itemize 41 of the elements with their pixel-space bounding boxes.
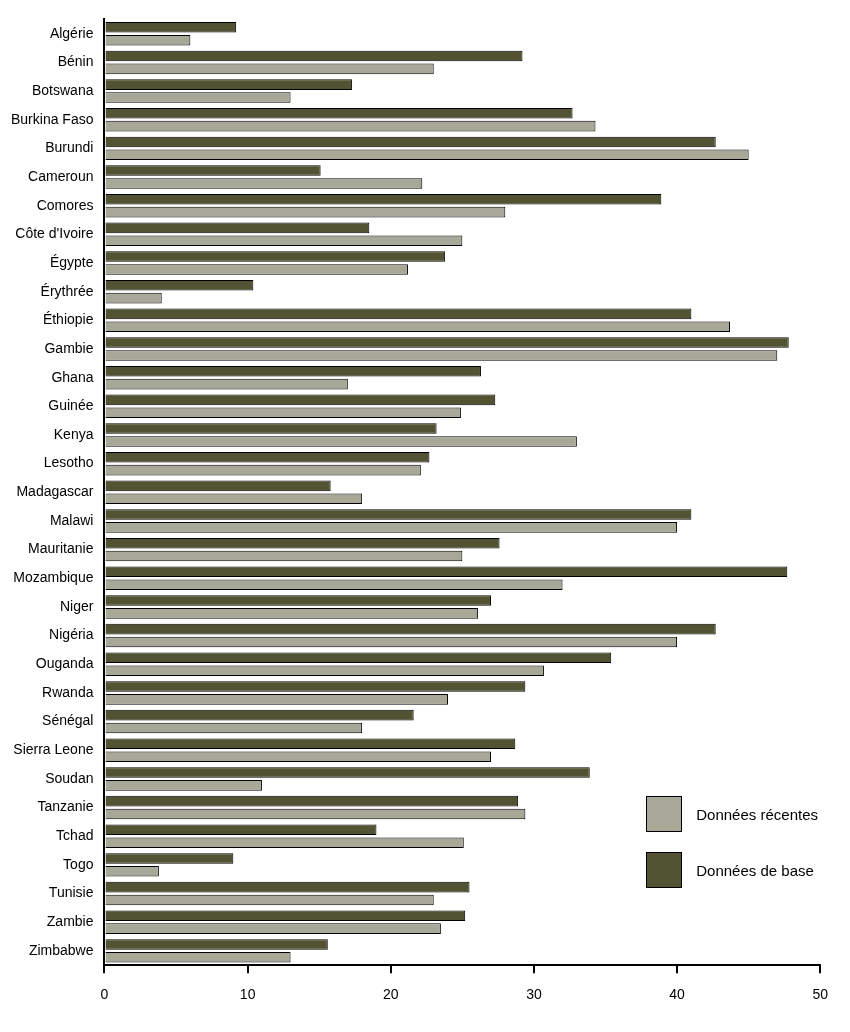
x-tick-label: 30	[526, 986, 542, 1003]
y-tick-label: Madagascar	[16, 483, 94, 500]
y-tick-label: Algérie	[49, 24, 94, 41]
y-tick-label: Égypte	[49, 253, 94, 270]
y-tick-label: Comores	[36, 196, 94, 213]
y-tick-label: Burkina Faso	[11, 110, 94, 127]
y-tick-label: Soudan	[45, 769, 94, 786]
x-tick-label: 50	[812, 986, 829, 1003]
y-tick-label: Botswana	[32, 81, 94, 98]
y-tick-label: Rwanda	[42, 683, 94, 700]
y-tick-label: Mozambique	[13, 569, 94, 586]
y-tick-label: Tanzanie	[37, 798, 94, 815]
x-tick-label: 0	[100, 986, 109, 1003]
y-tick-label: Tunisie	[48, 884, 94, 901]
y-tick-label: Bénin	[57, 53, 94, 70]
y-tick-label: Gambie	[44, 339, 94, 356]
y-tick-label: Ghana	[51, 368, 94, 385]
y-tick-label: Éthiopie	[42, 311, 94, 328]
y-tick-label: Sénégal	[42, 712, 94, 729]
y-tick-label: Ouganda	[35, 655, 94, 672]
x-tick-label: 40	[669, 986, 686, 1003]
y-tick-label: Burundi	[45, 139, 94, 156]
y-tick-label: Sierra Leone	[13, 741, 94, 758]
y-tick-label: Zambie	[46, 913, 94, 930]
y-tick-label: Guinée	[48, 397, 94, 414]
y-tick-label: Érythrée	[40, 282, 94, 299]
x-tick-label: 20	[382, 986, 399, 1003]
legend-label: Données de base	[696, 861, 814, 879]
legend-label: Données récentes	[696, 805, 818, 823]
y-tick-label: Niger	[60, 597, 94, 614]
y-tick-label: Lesotho	[43, 454, 94, 471]
y-tick-label: Zimbabwe	[28, 941, 94, 958]
y-tick-label: Côte d'Ivoire	[15, 225, 94, 242]
y-tick-label: Togo	[63, 855, 94, 872]
y-tick-label: Nigéria	[49, 626, 94, 643]
y-tick-label: Cameroun	[28, 167, 94, 184]
x-tick-label: 10	[239, 986, 256, 1003]
y-tick-label: Kenya	[53, 425, 94, 442]
y-tick-label: Malawi	[49, 511, 94, 528]
y-tick-label: Tchad	[56, 827, 94, 844]
y-tick-label: Mauritanie	[28, 540, 94, 557]
